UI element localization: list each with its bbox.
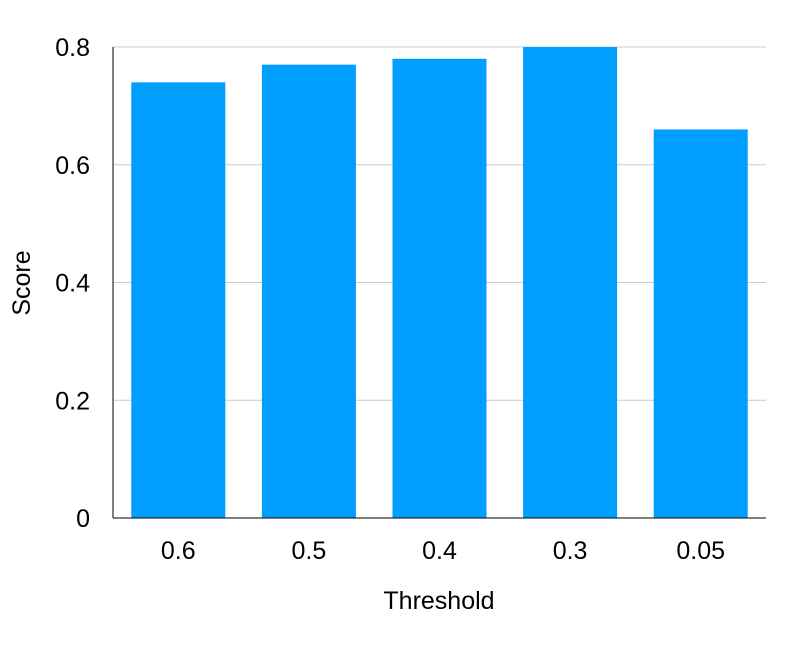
x-tick-label: 0.05: [676, 537, 725, 565]
y-tick-label: 0.8: [55, 34, 90, 62]
bar-0.5: [261, 64, 356, 518]
x-tick-label: 0.3: [553, 537, 588, 565]
y-tick-label: 0.4: [55, 270, 90, 298]
y-tick-label: 0: [76, 505, 90, 533]
axes: [112, 47, 766, 519]
x-axis-label: Threshold: [383, 587, 494, 615]
y-tick-labels: 0 0.2 0.4 0.6 0.8: [55, 34, 90, 533]
x-tick-labels: 0.6 0.5 0.4 0.3 0.05: [161, 537, 725, 565]
x-tick-label: 0.6: [161, 537, 196, 565]
x-tick-label: 0.4: [422, 537, 457, 565]
x-tick-label: 0.5: [292, 537, 327, 565]
bar-0.4: [392, 58, 487, 519]
bar-0.05: [653, 129, 748, 519]
bar-0.6: [131, 82, 226, 518]
bar-0.3: [523, 47, 618, 518]
y-axis-label: Score: [8, 250, 36, 315]
y-tick-label: 0.6: [55, 152, 90, 180]
bars: [131, 47, 748, 519]
y-tick-label: 0.2: [55, 387, 90, 415]
